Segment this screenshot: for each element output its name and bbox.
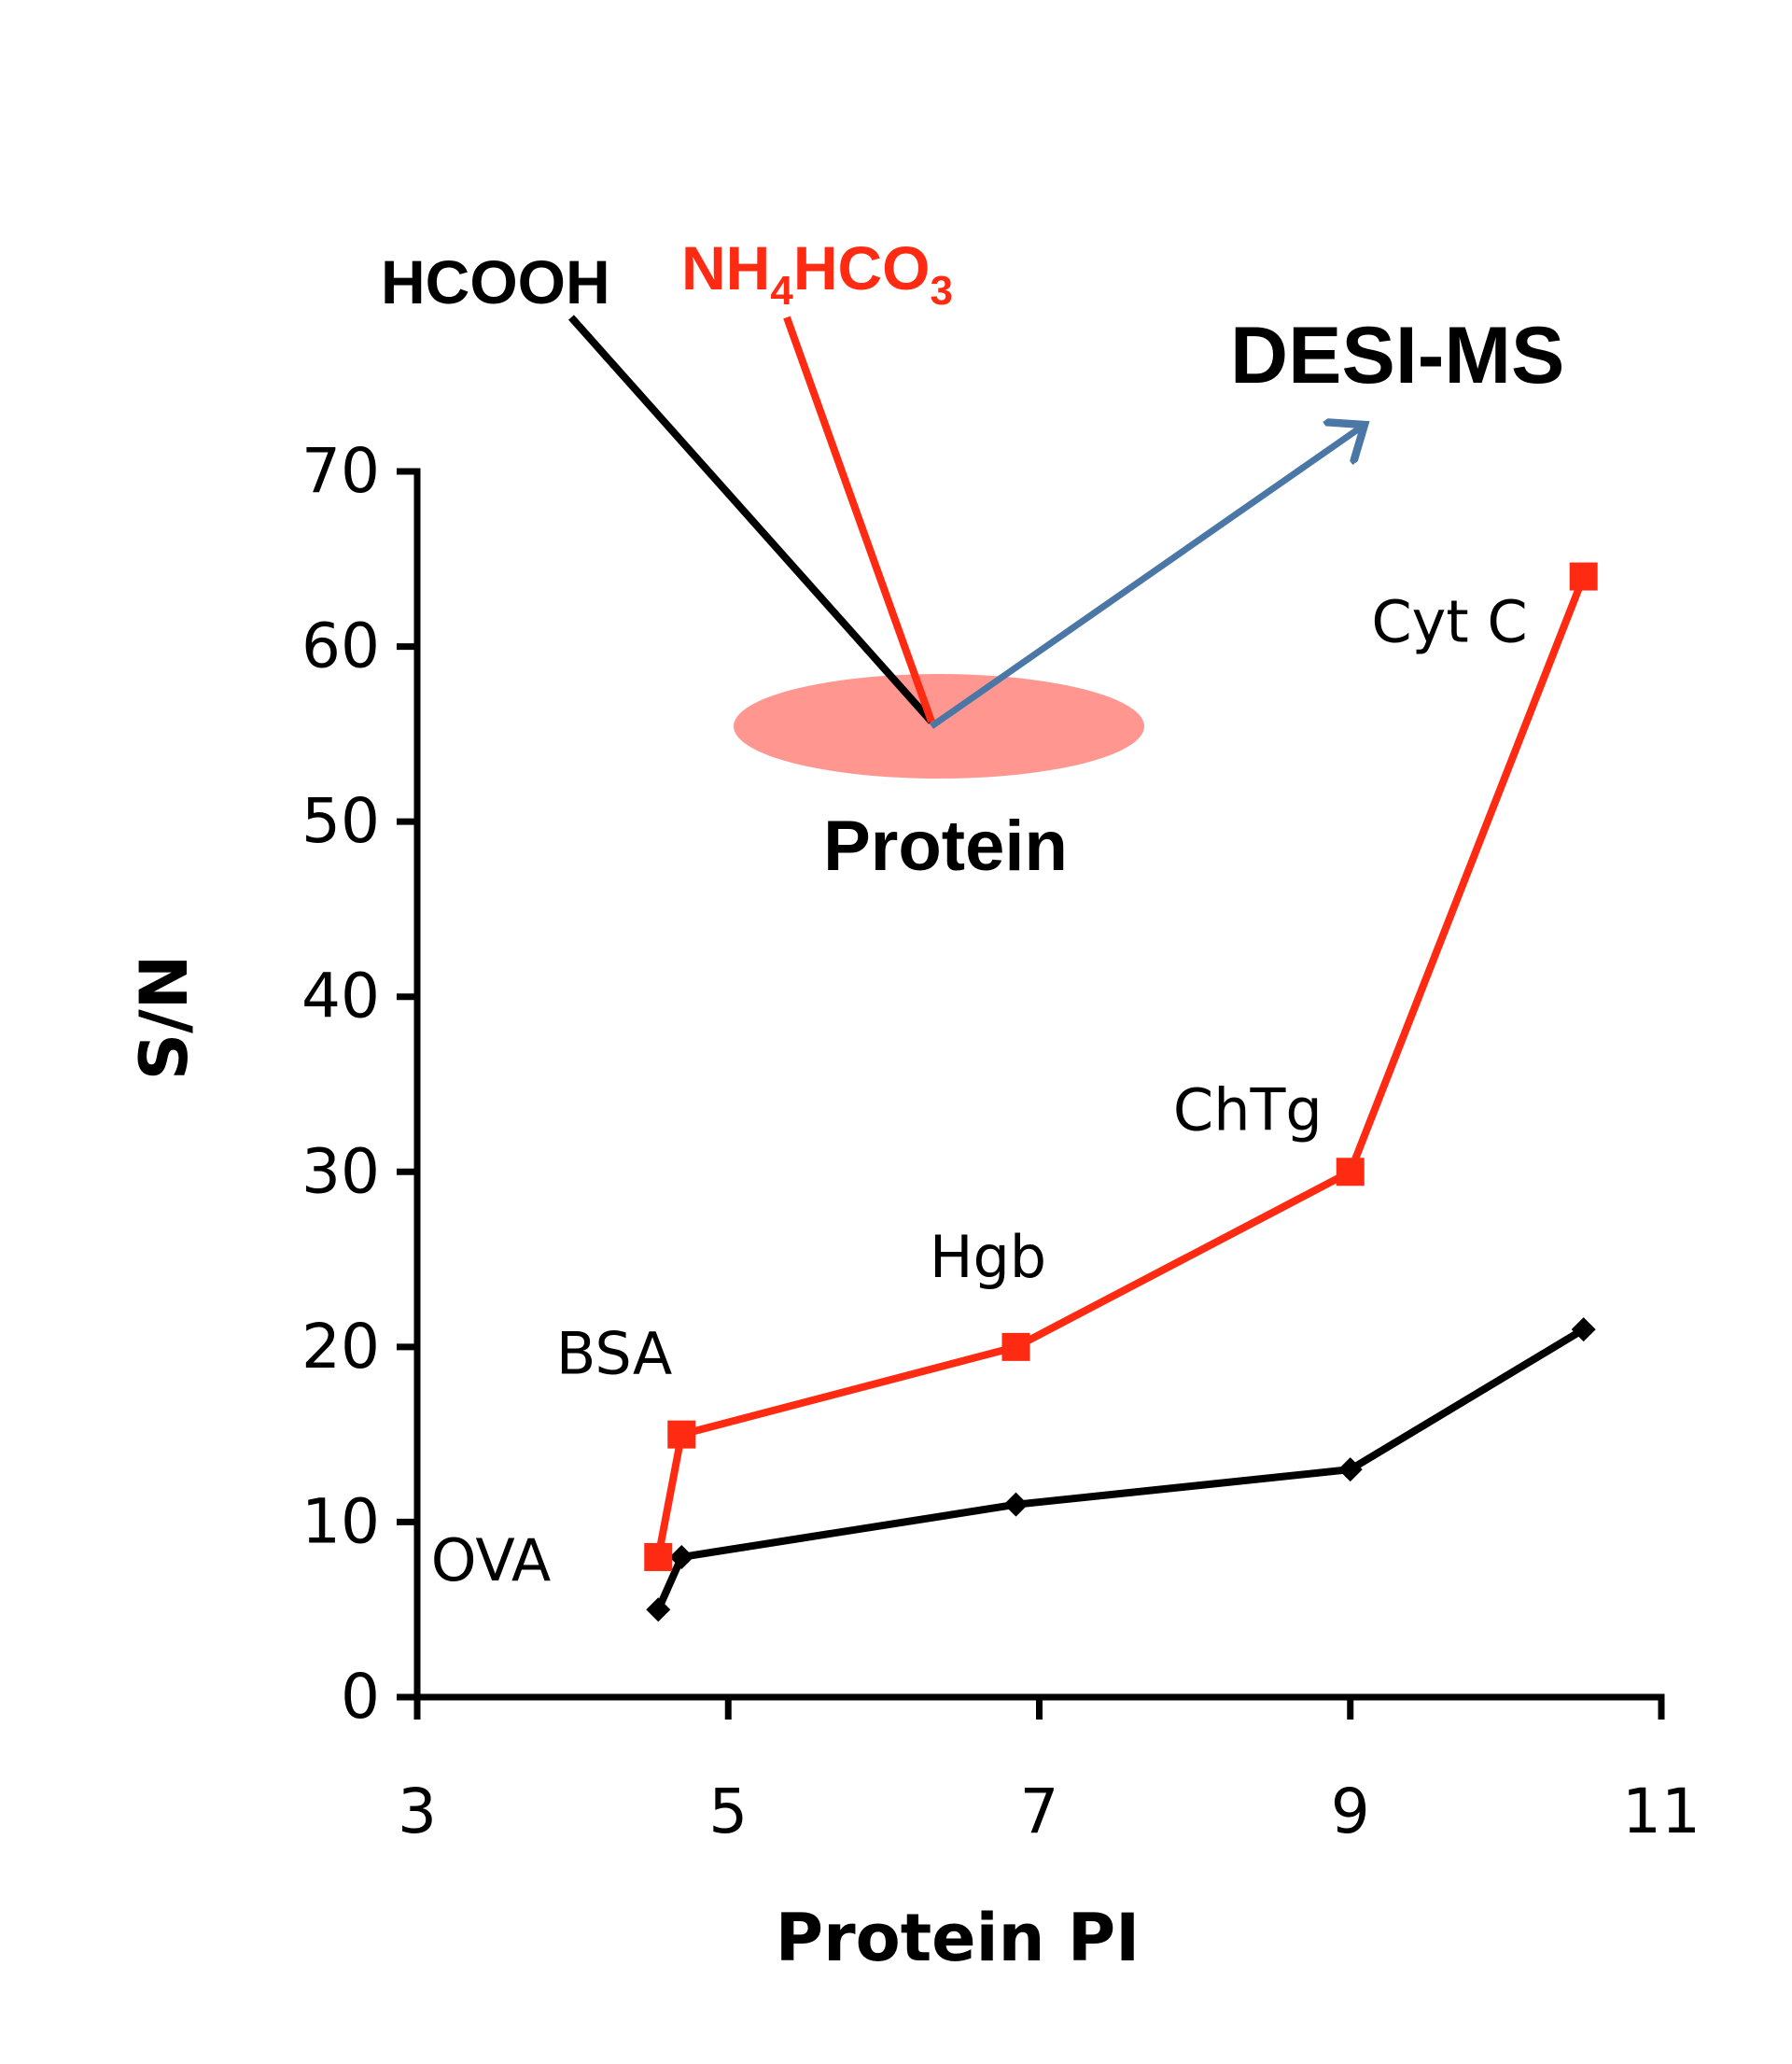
nh4hco3-subscript-4: 4 [770, 268, 793, 314]
x-tick-label: 9 [1331, 1776, 1370, 1847]
hcooh-spray-line [568, 315, 934, 724]
x-tick-label: 3 [398, 1776, 437, 1847]
desi-ms-label: DESI-MS [1230, 311, 1564, 400]
desi-schematic: HCOOH NH4HCO3 DESI-MS Protein [381, 233, 1564, 886]
nh4hco3-label: NH4HCO3 [681, 233, 953, 314]
nh4hco3-part-hco: HCO [793, 233, 931, 302]
data-point-square [1336, 1158, 1365, 1186]
data-point-square [1001, 1332, 1030, 1361]
data-point-diamond [646, 1597, 671, 1622]
data-point-diamond [1337, 1457, 1363, 1482]
point-label: Hgb [930, 1223, 1046, 1291]
data-point-square [667, 1420, 696, 1449]
point-label: BSA [556, 1320, 672, 1388]
y-tick-label: 70 [301, 435, 380, 507]
nh4hco3-subscript-3: 3 [930, 268, 952, 314]
hcooh-label: HCOOH [381, 247, 610, 316]
data-point-diamond [669, 1544, 694, 1569]
y-ticks: 0 10 20 30 40 50 60 70 [301, 435, 417, 1733]
y-tick-label: 30 [301, 1135, 380, 1207]
y-tick-label: 50 [301, 785, 380, 857]
data-point-diamond [1003, 1492, 1029, 1517]
protein-label: Protein [823, 807, 1068, 886]
desi-ms-arrow [930, 425, 1365, 729]
series-line-hcooh [654, 1326, 1586, 1611]
x-tick-label: 11 [1622, 1776, 1701, 1847]
data-point-square [1569, 562, 1598, 591]
x-ticks: 3 5 7 9 11 [398, 1697, 1701, 1847]
annotation-layer: OVA BSA Hgb ChTg Cyt C [431, 588, 1528, 1594]
point-label: ChTg [1173, 1075, 1323, 1144]
nh4hco3-spray-line [783, 316, 935, 723]
y-axis-title: S/N [126, 955, 203, 1081]
y-tick-label: 40 [301, 961, 380, 1032]
y-tick-label: 60 [301, 611, 380, 682]
protein-sample-spot [734, 674, 1144, 779]
series-layer [644, 562, 1598, 1622]
y-tick-label: 20 [301, 1311, 380, 1383]
nh4hco3-part-nh: NH [681, 233, 770, 302]
y-tick-label: 0 [341, 1661, 380, 1733]
point-label: OVA [431, 1526, 552, 1594]
x-tick-label: 7 [1020, 1776, 1059, 1847]
y-tick-label: 10 [301, 1485, 380, 1557]
x-axis-title: Protein PI [776, 1900, 1140, 1976]
data-point-diamond [1571, 1317, 1596, 1342]
x-tick-label: 5 [708, 1776, 748, 1847]
data-point-square [644, 1542, 673, 1571]
point-label: Cyt C [1371, 588, 1527, 656]
